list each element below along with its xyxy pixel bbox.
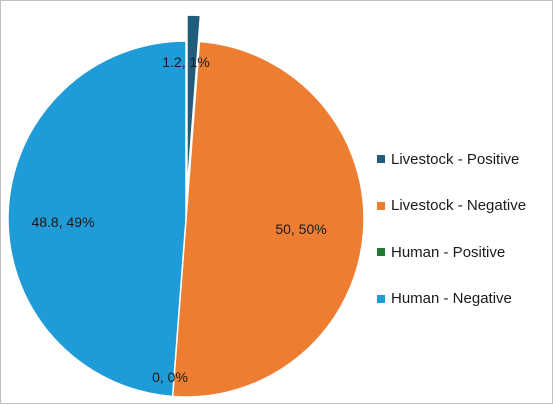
data-label-human-negative: 48.8, 49% xyxy=(31,214,94,230)
data-label-livestock-positive: 1.2, 1% xyxy=(162,54,209,70)
legend-swatch-human-negative xyxy=(377,294,385,303)
legend-swatch-livestock-negative xyxy=(377,201,385,210)
legend-label-human-positive: Human - Positive xyxy=(391,243,506,261)
legend-item-human-negative: Human - Negative xyxy=(377,289,526,309)
legend-label-livestock-positive: Livestock - Positive xyxy=(391,150,520,168)
legend-item-livestock-negative: Livestock - Negative xyxy=(377,196,526,216)
pie-slice-livestock-negative xyxy=(171,40,365,398)
data-label-livestock-negative: 50, 50% xyxy=(275,221,326,237)
data-label-human-positive: 0, 0% xyxy=(152,369,188,385)
legend-item-human-positive: Human - Positive xyxy=(377,242,526,262)
pie-slice-human-negative xyxy=(7,40,187,398)
legend-label-livestock-negative: Livestock - Negative xyxy=(391,197,527,214)
legend-swatch-livestock-positive xyxy=(377,155,385,163)
legend: Livestock - Positive Livestock - Negativ… xyxy=(377,149,526,335)
legend-label-human-negative: Human - Negative xyxy=(391,290,512,307)
legend-item-livestock-positive: Livestock - Positive xyxy=(377,149,526,169)
legend-swatch-human-positive xyxy=(377,248,385,256)
pie-slice-livestock-positive xyxy=(186,14,202,194)
